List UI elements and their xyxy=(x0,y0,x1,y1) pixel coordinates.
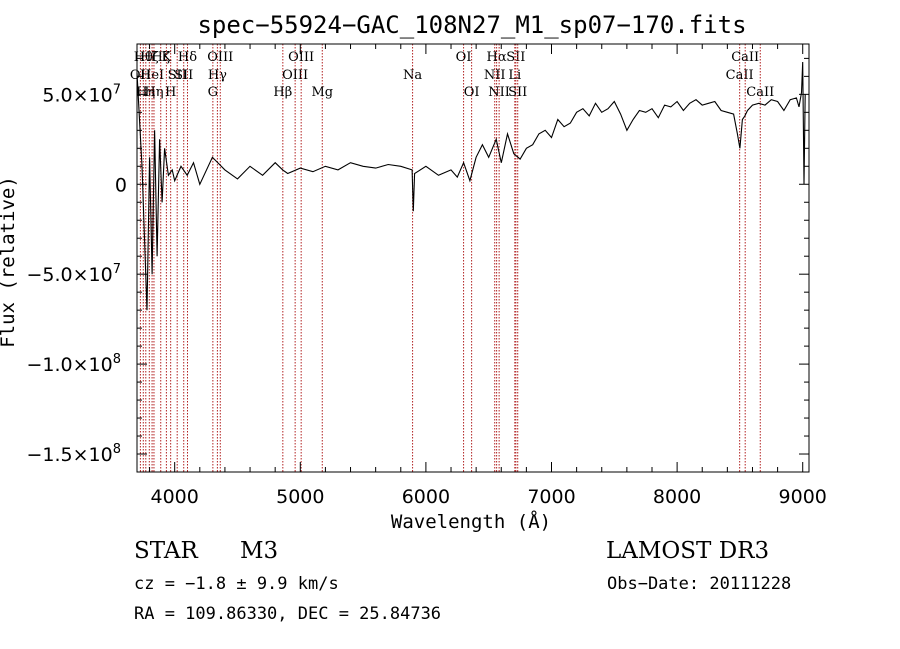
line-label: Li xyxy=(508,68,521,83)
y-tick-label: 0 xyxy=(115,174,127,196)
line-label: G xyxy=(208,85,218,100)
y-axis-label: Flux (relative) xyxy=(0,176,19,348)
series-layer xyxy=(136,61,806,311)
y-tick-label: 5.0×107 xyxy=(42,82,121,106)
line-label: NII xyxy=(488,85,510,100)
line-label: H xyxy=(165,85,176,100)
object-subclass: M3 xyxy=(240,538,279,564)
line-label: OIII xyxy=(282,68,308,83)
line-label: SII xyxy=(506,50,525,65)
ticks-layer: 4000 5000 6000 7000 8000 9000 5.0×107 0 −5.0×107… xyxy=(26,44,827,508)
x-tick-label: 6000 xyxy=(402,486,450,508)
line-markers: OIIHθHηHζHeIHηHζKHSIISIIHδGHγOIIIHβOIIIO… xyxy=(130,44,774,472)
line-label: Mg xyxy=(311,85,333,100)
x-tick-label: 4000 xyxy=(151,486,199,508)
plot-frame xyxy=(136,43,810,473)
line-label: Hβ xyxy=(273,85,292,100)
y-tick-label: −1.5×108 xyxy=(26,442,121,466)
line-label: NII xyxy=(484,68,506,83)
line-label: Na xyxy=(403,68,422,83)
line-label: OI xyxy=(464,85,480,100)
line-label: OIII xyxy=(207,50,233,65)
x-tick-label: 7000 xyxy=(527,486,575,508)
line-label: SII xyxy=(174,68,193,83)
line-label: Hδ xyxy=(178,50,197,65)
line-label: Hη xyxy=(136,85,155,100)
redshift-cz: cz = −1.8 ± 9.9 km/s xyxy=(134,574,339,594)
x-tick-label: 9000 xyxy=(779,486,827,508)
line-label: Hζ xyxy=(152,50,170,65)
coordinates: RA = 109.86330, DEC = 25.84736 xyxy=(134,604,442,624)
line-label: OIII xyxy=(288,50,314,65)
line-label: OI xyxy=(456,50,472,65)
chart-title: spec−55924−GAC_108N27_M1_sp07−170.fits xyxy=(197,11,746,39)
line-label: K xyxy=(162,50,172,65)
line-label: SII xyxy=(508,85,527,100)
line-label: Hη xyxy=(144,85,163,100)
x-axis-label: Wavelength (Å) xyxy=(391,510,551,533)
line-label: Hθ xyxy=(134,50,153,65)
line-label: CaII xyxy=(746,85,774,100)
x-tick-label: 5000 xyxy=(276,486,324,508)
survey-name: LAMOST DR3 xyxy=(606,538,770,564)
x-tick-label: 8000 xyxy=(653,486,701,508)
line-label: Hγ xyxy=(208,68,227,83)
line-label: Hα xyxy=(487,50,507,65)
y-tick-label: −5.0×107 xyxy=(26,262,121,286)
line-label: SII xyxy=(168,68,187,83)
spectrum-line xyxy=(136,61,806,311)
object-class: STAR xyxy=(134,538,198,564)
line-label: CaII xyxy=(731,50,759,65)
obs-date: Obs−Date: 20111228 xyxy=(607,574,792,594)
y-tick-label: −1.0×108 xyxy=(26,352,121,376)
line-label: HeI xyxy=(140,68,164,83)
line-label: CaII xyxy=(726,68,754,83)
